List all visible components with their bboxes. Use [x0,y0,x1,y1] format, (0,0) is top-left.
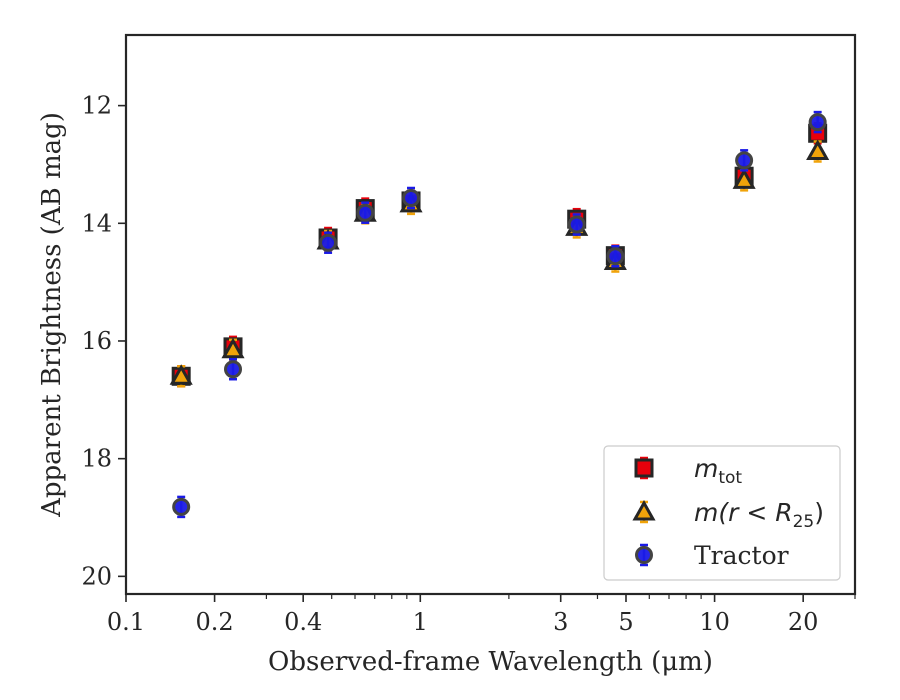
series-2 [169,139,830,388]
legend-label: m(r < R25) [694,498,824,532]
x-tick-label: 10 [699,608,730,636]
x-tick-label: 20 [788,608,819,636]
x-tick-label: 1 [413,608,428,636]
legend-label: mtot [694,454,742,488]
tractor-point [224,357,243,381]
series-3 [172,110,827,519]
tractor-point [319,231,338,254]
series-1 [171,122,828,388]
legend-label: Tractor [694,541,789,570]
y-tick-label: 12 [81,92,112,120]
y-tick-label: 18 [81,445,112,473]
tractor-point [356,201,375,224]
x-tick-label: 0.2 [196,608,234,636]
m-r25-point [806,139,830,163]
legend-marker [634,456,654,480]
tractor-point [808,110,827,134]
legend-box [603,445,841,581]
axis-ticks: 0.1 0.2 0.4 1 3 5 10 20 12 14 16 18 20 [81,92,856,636]
tractor-point [402,186,421,210]
y-tick-label: 20 [81,562,112,590]
data-series [169,110,830,519]
y-tick-label: 14 [81,209,112,237]
x-tick-label: 3 [553,608,568,636]
tractor-point [172,495,191,519]
legend-marker [635,543,653,567]
legend: mtot m(r < R25) Tractor [603,445,841,581]
tractor-point [606,244,625,268]
x-tick-label: 5 [618,608,633,636]
m-r25-point [169,364,193,388]
legend-marker [632,499,656,524]
y-tick-label: 16 [81,327,112,355]
x-tick-label: 0.1 [107,608,145,636]
tractor-point [567,213,586,236]
x-tick-label: 0.4 [284,608,322,636]
tractor-point [735,149,754,172]
y-axis-label: Apparent Brightness (AB mag) [37,112,67,518]
x-axis-label: Observed-frame Wavelength (μm) [268,647,713,677]
plot-frame [124,33,857,596]
